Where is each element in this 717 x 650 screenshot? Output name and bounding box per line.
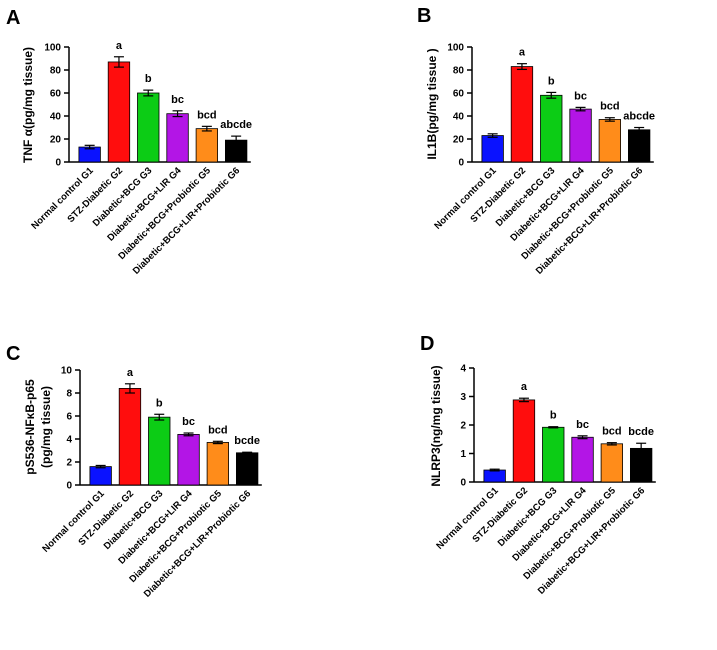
- bar: [512, 399, 536, 483]
- significance-label: b: [145, 73, 152, 85]
- significance-label: bc: [182, 416, 195, 428]
- y-tick-label: 6: [66, 412, 72, 423]
- significance-label: bc: [171, 94, 184, 106]
- y-axis-label: IL1B(pg/mg tissue ): [425, 48, 439, 159]
- significance-label: abcde: [623, 111, 655, 123]
- bar: [628, 129, 651, 163]
- bar: [195, 128, 219, 163]
- y-tick-label: 40: [453, 112, 465, 123]
- y-tick-label: 0: [458, 158, 464, 169]
- significance-label: b: [548, 75, 555, 87]
- significance-label: bcd: [602, 426, 622, 438]
- y-axis-label: TNF α(pg/mg tissue): [21, 47, 35, 163]
- significance-label: abcde: [220, 119, 252, 131]
- y-tick-label: 20: [453, 135, 465, 146]
- bar: [510, 66, 534, 163]
- x-category-label: Diabetic+BCG+LIR+Probiotic G6: [131, 165, 242, 276]
- y-axis-label: pS536-NFκB-p65: [23, 379, 37, 475]
- bar: [177, 433, 200, 486]
- bar: [483, 469, 506, 483]
- y-tick-label: 100: [44, 43, 61, 54]
- bar: [600, 443, 623, 483]
- y-tick-label: 20: [50, 135, 62, 146]
- significance-label: b: [550, 410, 557, 422]
- bar: [206, 442, 230, 486]
- y-tick-label: 80: [453, 66, 465, 77]
- x-category-label: Diabetic+BCG+LIR+Probiotic G6: [536, 485, 647, 596]
- bar: [540, 94, 563, 163]
- significance-label: bcd: [600, 101, 620, 113]
- bar: [118, 387, 142, 486]
- y-tick-label: 2: [460, 421, 466, 432]
- significance-label: a: [521, 381, 528, 393]
- bar: [166, 113, 189, 163]
- significance-label: bcde: [628, 426, 654, 438]
- bar: [148, 416, 171, 486]
- y-tick-label: 80: [50, 66, 62, 77]
- panel-letter: D: [420, 333, 434, 355]
- y-tick-label: 40: [50, 112, 62, 123]
- y-tick-label: 4: [66, 435, 72, 446]
- y-tick-label: 1: [460, 449, 466, 460]
- significance-label: a: [519, 47, 526, 59]
- y-tick-label: 60: [453, 89, 465, 100]
- panel-letter: C: [6, 343, 20, 365]
- bar: [137, 92, 160, 163]
- y-tick-label: 0: [55, 158, 61, 169]
- y-tick-label: 2: [66, 458, 72, 469]
- y-tick-label: 0: [460, 478, 466, 489]
- significance-label: bcd: [208, 424, 228, 436]
- significance-label: bcd: [197, 109, 217, 121]
- y-tick-label: 100: [447, 43, 464, 54]
- y-axis-label: (pg/mg tissue): [39, 386, 53, 468]
- bar: [481, 135, 504, 163]
- panel-letter: B: [417, 5, 431, 27]
- y-tick-label: 4: [460, 364, 466, 375]
- y-tick-label: 8: [66, 389, 72, 400]
- significance-label: bcde: [234, 435, 260, 447]
- panel-letter: A: [6, 7, 20, 29]
- bar: [107, 61, 131, 163]
- significance-label: b: [156, 397, 163, 409]
- y-tick-label: 10: [61, 366, 73, 377]
- y-tick-label: 0: [66, 481, 72, 492]
- y-tick-label: 60: [50, 89, 62, 100]
- significance-label: a: [116, 40, 123, 52]
- y-tick-label: 3: [460, 392, 466, 403]
- x-category-label: Diabetic+BCG+LIR+Probiotic G6: [142, 488, 253, 599]
- bar: [89, 466, 112, 486]
- bar: [542, 426, 565, 483]
- bar: [598, 119, 621, 163]
- significance-label: bc: [576, 419, 589, 431]
- significance-label: a: [127, 367, 134, 379]
- y-axis-label: NLRP3(ng/mg tissue): [429, 365, 443, 486]
- bar: [235, 452, 259, 486]
- bar: [569, 108, 592, 163]
- significance-label: bc: [574, 90, 587, 102]
- bar: [571, 436, 594, 483]
- x-category-label: Diabetic+BCG+LIR+Probiotic G6: [534, 165, 645, 276]
